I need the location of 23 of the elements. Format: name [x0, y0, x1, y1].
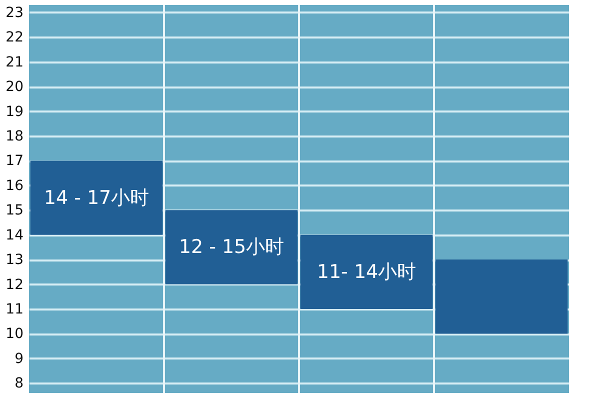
annotation: 12 - 15小时	[178, 236, 284, 258]
y-tick-label: 14	[6, 227, 24, 244]
y-tick-label: 8	[14, 376, 24, 392]
bar	[435, 260, 568, 334]
y-tick-label: 10	[6, 326, 24, 342]
y-tick-label: 17	[6, 153, 24, 170]
y-tick-label: 11	[6, 301, 24, 318]
bar	[165, 210, 298, 284]
y-tick-label: 16	[6, 178, 24, 194]
y-tick-label: 12	[6, 276, 24, 293]
y-tick-label: 15	[6, 202, 24, 219]
bar	[300, 234, 433, 309]
y-tick-label: 23	[6, 4, 24, 21]
y-tick-label: 9	[14, 350, 24, 367]
y-tick-label: 20	[6, 79, 24, 96]
y-tick-label: 22	[6, 30, 24, 46]
y-tick-label: 19	[6, 104, 24, 120]
y-tick-label: 18	[6, 128, 24, 144]
y-tick-label: 13	[6, 252, 24, 268]
bar	[30, 160, 163, 235]
y-tick-label: 21	[6, 54, 24, 70]
annotation: 11- 14小时	[316, 260, 416, 283]
annotation: 14 - 17小时	[44, 186, 150, 209]
